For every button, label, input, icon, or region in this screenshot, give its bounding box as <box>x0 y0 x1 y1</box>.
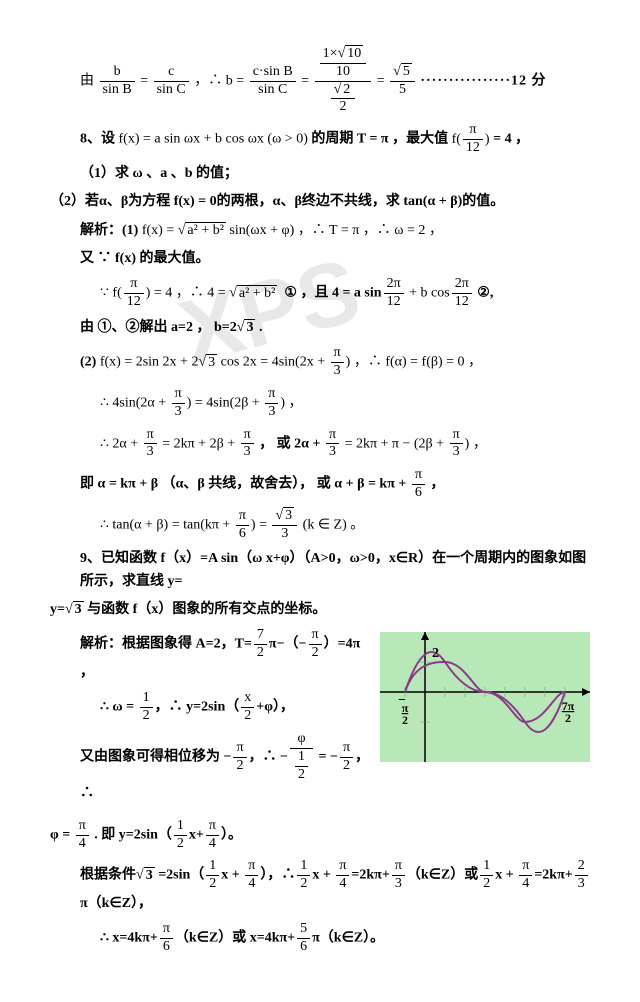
q9-title2: y=√3 与函数 f（x）图象的所有交点的坐标。 <box>50 599 590 621</box>
document-content: 由 bsin B = csin C ，∴ b = c·sin Bsin C = … <box>50 46 590 956</box>
svg-text:−: − <box>398 693 406 708</box>
q8-p2-eq2: ∴ 4sin(2α + π3) = 4sin(2β + π3) ， <box>100 386 590 421</box>
sine-chart: 2 π2 − 7π2 <box>380 632 590 762</box>
score-marker: ················12 分 <box>420 73 546 88</box>
q8-p2-eq3: ∴ 2α + π3 = 2kπ + 2β + π3 ， 或 2α + π3 = … <box>100 427 590 462</box>
q9-sol5: 根据条件√3 =2sin（12x + π4），∴12x + π4=2kπ+π3（… <box>80 858 590 915</box>
q8-part1: （1）求 ω 、a 、b 的值； <box>80 163 590 185</box>
q8-sol1c: ∵ f(π12) = 4 ，∴ 4 = √a² + b² ① ，且 4 = a … <box>100 276 590 311</box>
text: 由 <box>80 73 94 88</box>
q8-sol1: 解析：(1) f(x) = √a² + b² sin(ωx + φ) ，∴ T … <box>80 220 590 242</box>
q8-part2: （2）若α、β为方程 f(x) = 0的两根，α、β终边不共线，求 tan(α … <box>50 191 590 213</box>
q9-sol4: φ = π4 . 即 y=2sin（12x+π4）。 <box>50 818 590 853</box>
q8-p2-eq5: ∴ tan(α + β) = tan(kπ + π6) = √33 (k ∈ Z… <box>100 508 590 543</box>
q8-p2-eq4: 即 α = kπ + β （α、β 共线，故舍去）， 或 α + β = kπ … <box>80 467 590 502</box>
q8-sol1b: 又 ∵ f(x) 的最大值。 <box>80 248 590 270</box>
q8-p2-eq1: (2) f(x) = 2sin 2x + 2√3 cos 2x = 4sin(2… <box>80 345 590 380</box>
q9-sol6: ∴ x=4kπ+π6（k∈Z）或 x=4kπ+56π（k∈Z）。 <box>100 921 590 956</box>
q8-sol1d: 由 ①、②解出 a=2 ， b=2√3 . <box>80 317 590 339</box>
svg-text:7π2: 7π2 <box>562 699 575 725</box>
q9-title: 9、已知函数 f（x）=A sin（ω x+φ）（A>0，ω>0，x∈R）在一个… <box>80 548 590 593</box>
line-eq1: 由 bsin B = csin C ，∴ b = c·sin Bsin C = … <box>80 46 590 116</box>
q8-title: 8、设 f(x) = a sin ωx + b cos ωx (ω > 0) 的… <box>80 122 590 157</box>
chart-y-label: 2 <box>432 646 439 661</box>
